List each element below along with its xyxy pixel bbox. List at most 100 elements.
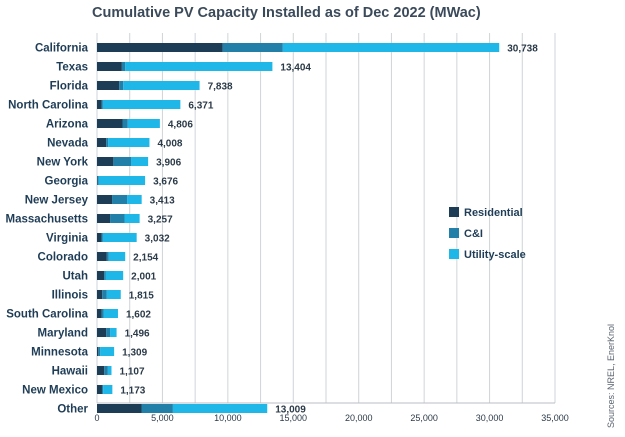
bar-candi-other bbox=[141, 404, 173, 413]
total-label-other: 13,009 bbox=[275, 405, 306, 416]
total-label-arizona: 4,806 bbox=[168, 120, 193, 131]
total-label-nevada: 4,008 bbox=[157, 139, 182, 150]
category-label-colorado: Colorado bbox=[38, 252, 88, 264]
x-tick-label: 0 bbox=[94, 413, 99, 423]
bar-candi-north-carolina bbox=[101, 100, 103, 109]
bar-utility-scale-new-mexico bbox=[103, 385, 113, 394]
bar-residential-texas bbox=[97, 62, 122, 71]
bar-candi-virginia bbox=[101, 233, 103, 242]
bar-candi-utah bbox=[104, 271, 106, 280]
category-label-texas: Texas bbox=[56, 62, 88, 74]
bar-residential-georgia bbox=[97, 176, 98, 185]
bar-candi-arizona bbox=[122, 119, 128, 128]
source-note: Sources: NREL, EnerKnol bbox=[606, 323, 616, 428]
bar-utility-scale-texas bbox=[125, 62, 273, 71]
legend-label-utility-scale: Utility-scale bbox=[464, 249, 526, 261]
bar-residential-nevada bbox=[97, 138, 107, 147]
bar-residential-new-mexico bbox=[97, 385, 102, 394]
bar-utility-scale-nevada bbox=[108, 138, 150, 147]
legend-swatch-candi bbox=[449, 228, 459, 238]
bar-residential-illinois bbox=[97, 290, 103, 299]
bar-residential-new-york bbox=[97, 157, 114, 166]
bar-utility-scale-hawaii bbox=[107, 366, 112, 375]
category-label-maryland: Maryland bbox=[38, 328, 89, 340]
bar-residential-arizona bbox=[97, 119, 123, 128]
gridlines bbox=[96, 33, 556, 404]
total-label-south-carolina: 1,602 bbox=[126, 310, 151, 321]
bar-candi-new-york bbox=[113, 157, 132, 166]
category-label-new-jersey: New Jersey bbox=[25, 195, 89, 207]
legend: Residential C&I Utility-scale bbox=[449, 207, 526, 261]
chart-title: Cumulative PV Capacity Installed as of D… bbox=[92, 5, 481, 21]
labels: 0 5,000 10,000 15,000 20,000 25,000 30,000 35,0… bbox=[6, 43, 569, 424]
bar-residential-massachusetts bbox=[97, 214, 111, 223]
bar-utility-scale-virginia bbox=[102, 233, 137, 242]
x-tick-label: 5,000 bbox=[151, 413, 174, 423]
bar-utility-scale-new-jersey bbox=[127, 195, 142, 204]
bar-utility-scale-georgia bbox=[98, 176, 146, 185]
bar-residential-new-jersey bbox=[97, 195, 113, 204]
category-label-utah: Utah bbox=[62, 271, 88, 283]
bar-candi-texas bbox=[121, 62, 126, 71]
bar-candi-south-carolina bbox=[101, 309, 104, 318]
total-label-illinois: 1,815 bbox=[129, 291, 154, 302]
bar-residential-maryland bbox=[97, 328, 107, 337]
total-label-massachusetts: 3,257 bbox=[148, 215, 173, 226]
bar-residential-florida bbox=[97, 81, 120, 90]
bar-residential-colorado bbox=[97, 252, 107, 261]
bar-candi-new-mexico bbox=[101, 385, 104, 394]
total-label-new-mexico: 1,173 bbox=[120, 386, 145, 397]
category-label-new-mexico: New Mexico bbox=[22, 385, 88, 397]
category-label-south-carolina: South Carolina bbox=[6, 309, 88, 321]
category-label-new-york: New York bbox=[37, 157, 89, 169]
total-label-utah: 2,001 bbox=[131, 272, 156, 283]
bar-utility-scale-south-carolina bbox=[103, 309, 118, 318]
bar-utility-scale-north-carolina bbox=[102, 100, 181, 109]
bar-candi-new-jersey bbox=[112, 195, 128, 204]
total-label-california: 30,738 bbox=[507, 44, 538, 55]
bar-residential-california bbox=[97, 43, 223, 52]
legend-swatch-utility-scale bbox=[449, 249, 459, 259]
legend-label-candi: C&I bbox=[464, 228, 483, 240]
bar-utility-scale-minnesota bbox=[100, 347, 115, 356]
bar-candi-maryland bbox=[106, 328, 111, 337]
total-label-colorado: 2,154 bbox=[133, 253, 158, 264]
category-label-virginia: Virginia bbox=[46, 233, 89, 245]
category-label-arizona: Arizona bbox=[46, 119, 89, 131]
bar-candi-florida bbox=[119, 81, 124, 90]
total-label-minnesota: 1,309 bbox=[122, 348, 147, 359]
bar-utility-scale-new-york bbox=[131, 157, 149, 166]
category-label-georgia: Georgia bbox=[45, 176, 89, 188]
bar-utility-scale-florida bbox=[123, 81, 200, 90]
bar-residential-north-carolina bbox=[97, 100, 102, 109]
bar-utility-scale-maryland bbox=[110, 328, 117, 337]
category-label-nevada: Nevada bbox=[47, 138, 89, 150]
total-label-new-york: 3,906 bbox=[156, 158, 181, 169]
total-label-virginia: 3,032 bbox=[145, 234, 170, 245]
x-tick-label: 15,000 bbox=[280, 413, 308, 423]
bar-utility-scale-illinois bbox=[106, 290, 121, 299]
bar-utility-scale-colorado bbox=[108, 252, 126, 261]
category-label-north-carolina: North Carolina bbox=[8, 100, 88, 112]
total-label-maryland: 1,496 bbox=[125, 329, 150, 340]
category-label-florida: Florida bbox=[50, 81, 89, 93]
bar-residential-hawaii bbox=[97, 366, 105, 375]
total-label-north-carolina: 6,371 bbox=[188, 101, 213, 112]
bar-residential-south-carolina bbox=[97, 309, 102, 318]
bar-candi-minnesota bbox=[98, 347, 101, 356]
x-tick-label: 25,000 bbox=[410, 413, 438, 423]
category-label-california: California bbox=[35, 43, 89, 55]
bar-candi-illinois bbox=[102, 290, 107, 299]
bar-candi-hawaii bbox=[104, 366, 108, 375]
bar-candi-colorado bbox=[106, 252, 109, 261]
total-label-florida: 7,838 bbox=[208, 82, 233, 93]
category-label-hawaii: Hawaii bbox=[52, 366, 88, 378]
bar-candi-massachusetts bbox=[110, 214, 125, 223]
category-label-illinois: Illinois bbox=[52, 290, 88, 302]
bar-residential-virginia bbox=[97, 233, 102, 242]
bar-residential-other bbox=[97, 404, 142, 413]
total-label-hawaii: 1,107 bbox=[119, 367, 144, 378]
legend-swatch-residential bbox=[449, 207, 459, 217]
x-tick-label: 30,000 bbox=[476, 413, 504, 423]
